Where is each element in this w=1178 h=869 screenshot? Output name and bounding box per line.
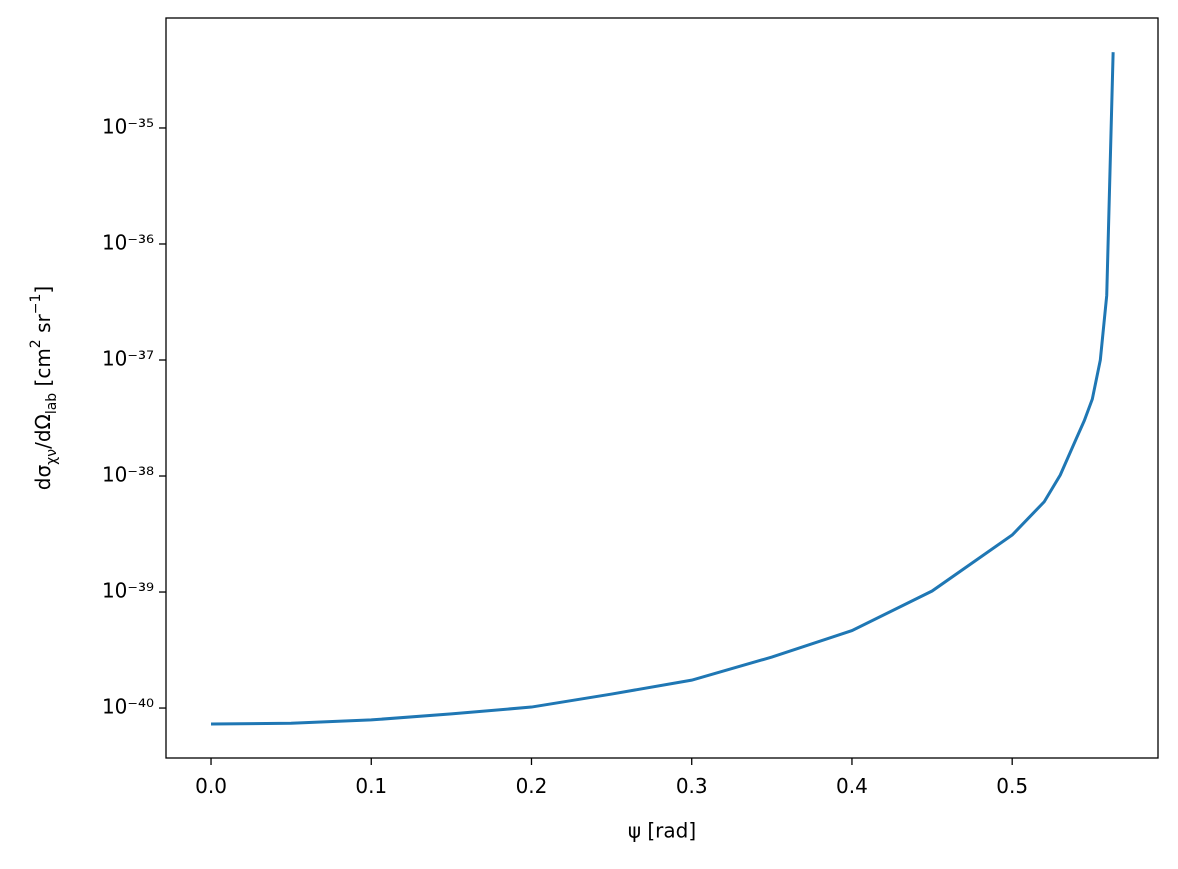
y-axis-label-part: ] [31,286,55,294]
y-tick-label: 10⁻⁴⁰ [102,695,154,719]
x-tick-label: 0.4 [836,774,868,798]
y-axis-label-part: /dΩ [31,414,55,449]
y-axis-label-part: lab [44,393,60,414]
y-tick-label: 10⁻³⁹ [102,579,154,603]
y-axis-label-part: sr [31,313,55,339]
y-axis-label-part: dσ [31,465,55,491]
y-tick-label: 10⁻³⁵ [102,114,154,138]
plot-frame [165,17,1159,759]
x-tick-label: 0.5 [996,774,1028,798]
y-axis-label-part: −1 [28,294,44,315]
x-tick-label: 0.3 [676,774,708,798]
y-axis-label-part: χν [44,449,60,465]
y-tick-label: 10⁻³⁶ [102,230,154,254]
x-tick-label: 0.0 [195,774,227,798]
x-tick-label: 0.1 [355,774,387,798]
y-axis-label: dσχν/dΩlab [cm2 sr−1] [28,286,60,490]
y-tick-label: 10⁻³⁸ [102,463,154,487]
data-line [211,52,1115,726]
y-tick-label: 10⁻³⁷ [102,346,154,370]
y-axis-label-part: [cm [31,348,55,393]
x-axis-label: ψ [rad] [628,819,696,843]
x-tick-label: 0.2 [516,774,548,798]
y-axis-label-part: 2 [28,339,44,348]
